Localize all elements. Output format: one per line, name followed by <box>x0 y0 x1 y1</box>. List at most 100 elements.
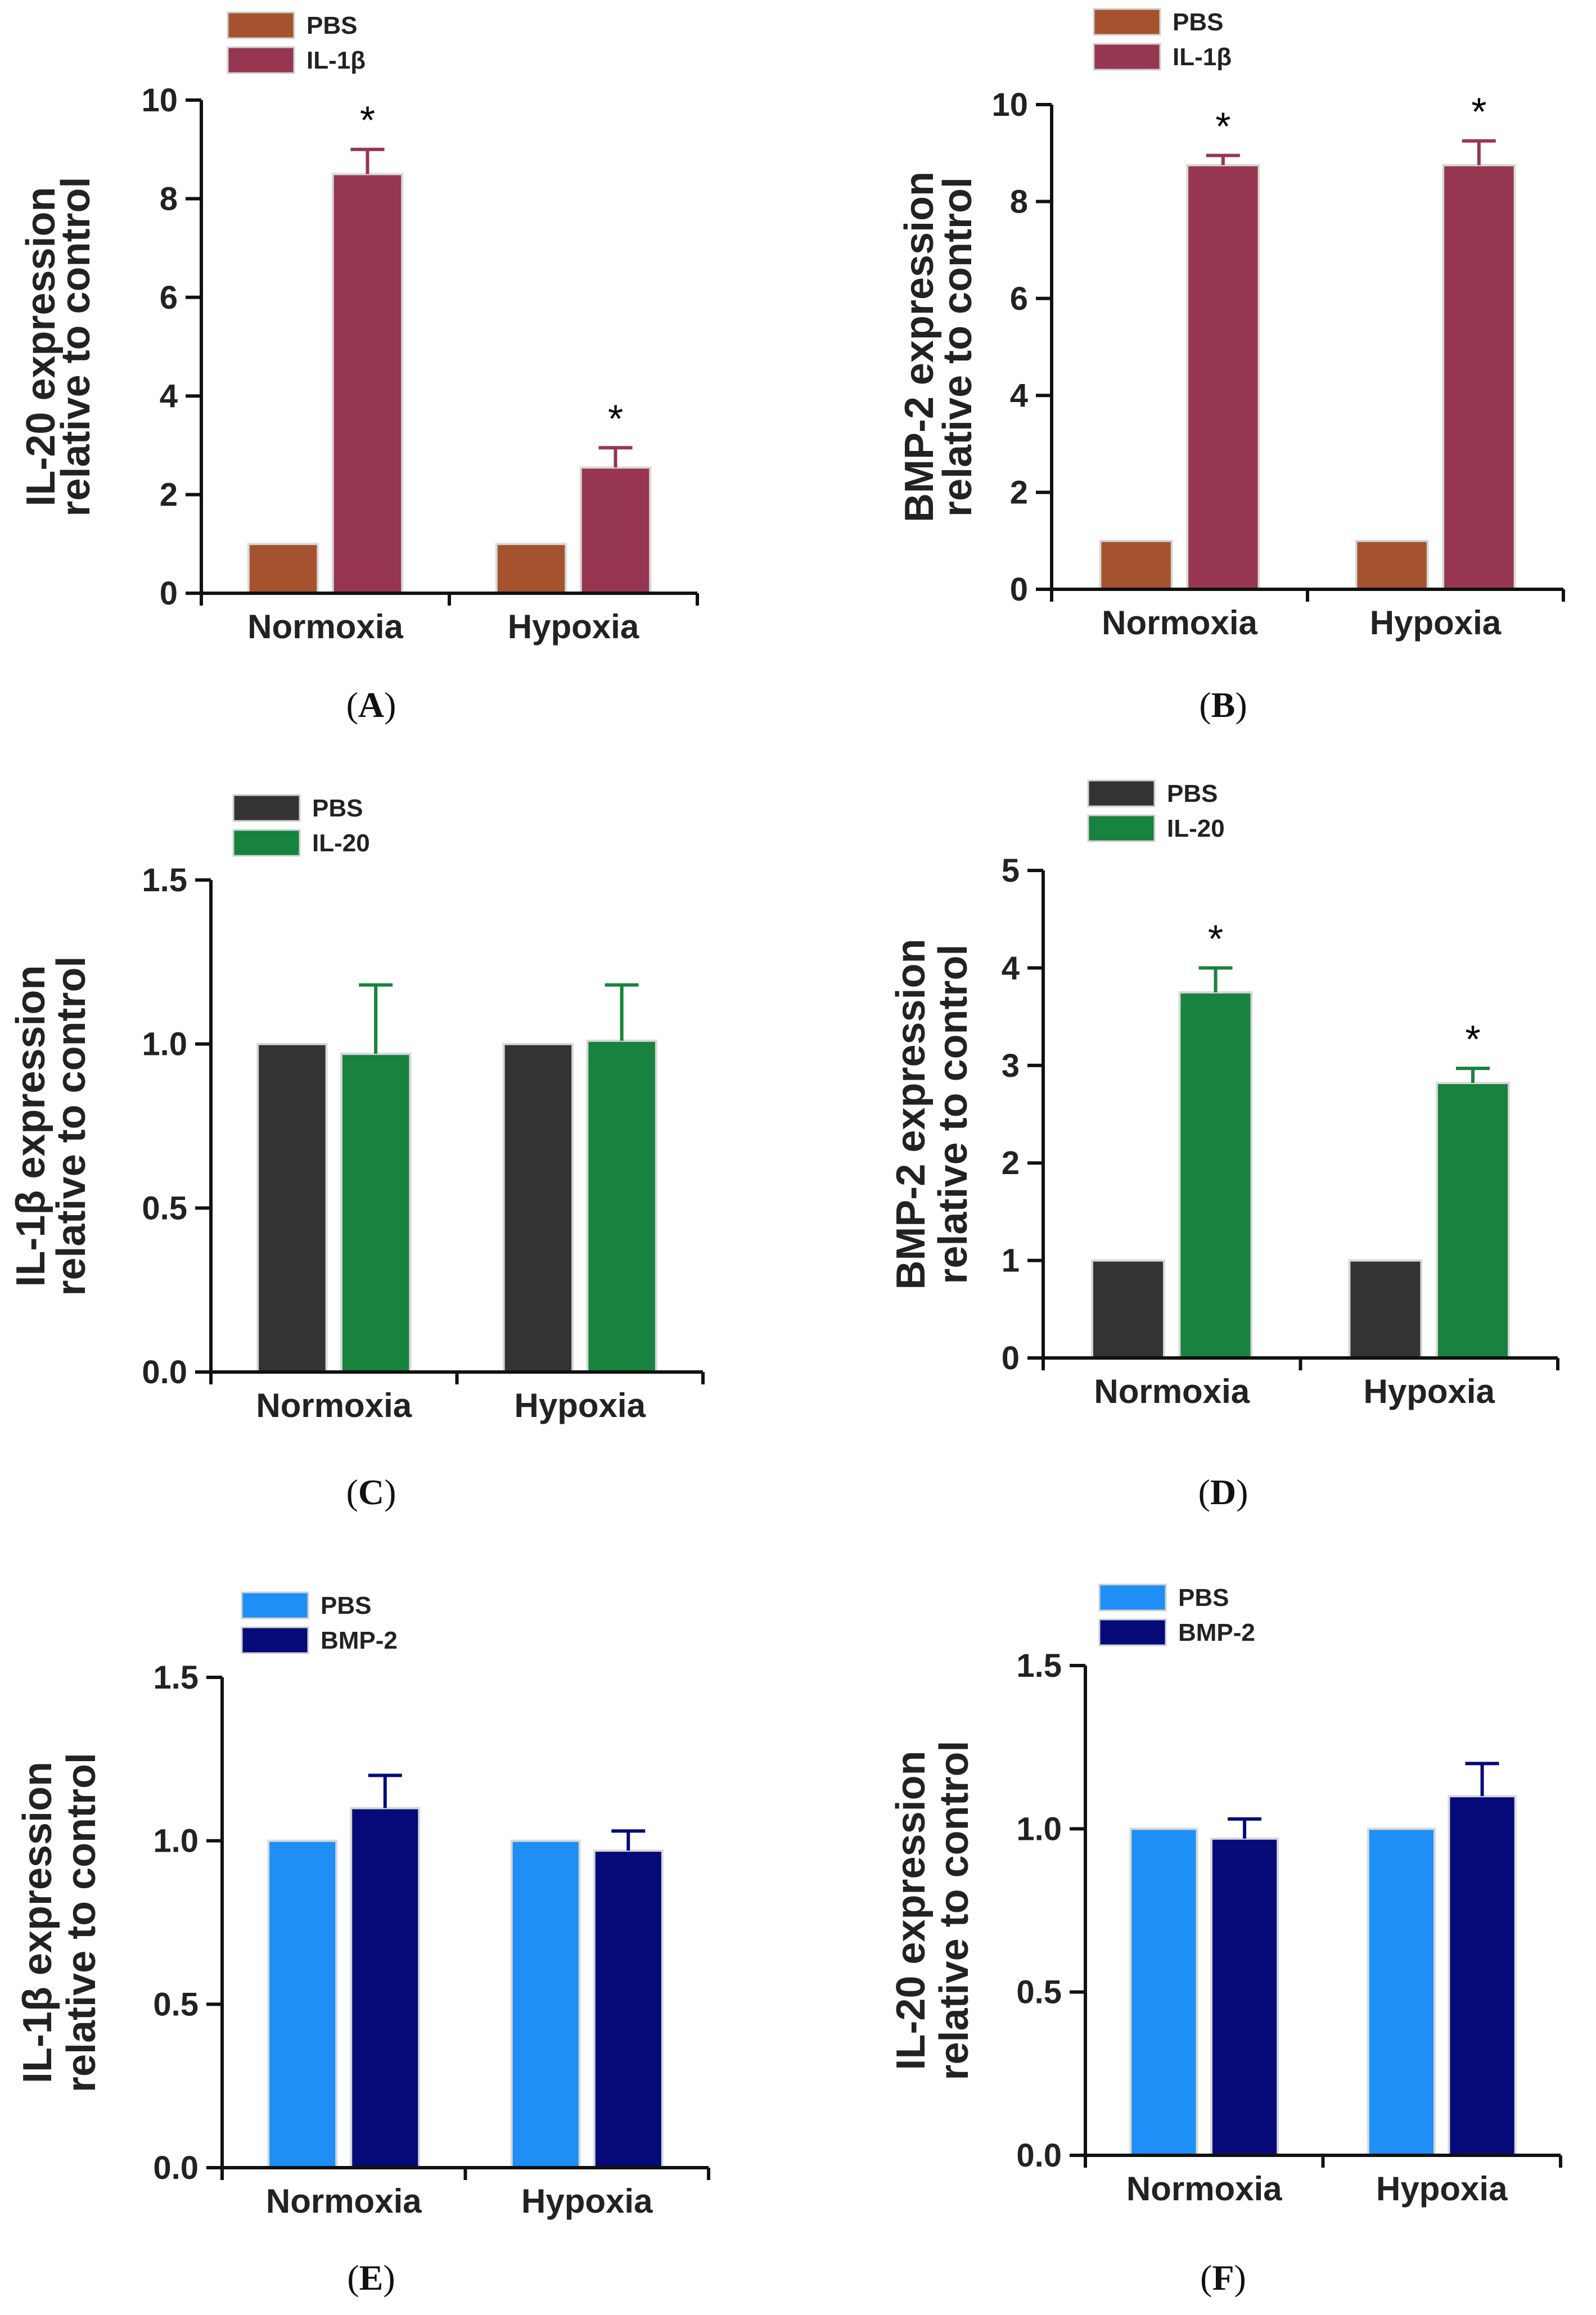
bar-normoxia-1 <box>340 1053 412 1373</box>
legend-label-0: PBS <box>306 12 357 39</box>
x-tick-label-hypoxia: Hypoxia <box>515 1387 646 1424</box>
y-axis-label-line-2: relative to control <box>932 1740 977 2080</box>
bar-normoxia-1 <box>1178 991 1253 1359</box>
y-tick-label: 0.5 <box>153 1986 199 2023</box>
bar-normoxia-0 <box>1099 539 1173 590</box>
y-tick-label: 2 <box>1002 1145 1020 1181</box>
legend-label-0: PBS <box>1167 780 1218 807</box>
legend-label-1: IL-20 <box>1167 815 1225 842</box>
y-axis-label-line-1: IL-1β expression <box>8 965 53 1287</box>
significance-asterisk: * <box>1215 105 1230 148</box>
x-tick-label-normoxia: Normoxia <box>247 608 403 646</box>
y-tick-label: 4 <box>1002 950 1020 986</box>
legend-label-1: BMP-2 <box>1178 1619 1255 1646</box>
y-tick-label: 8 <box>160 180 178 217</box>
x-tick-label-normoxia: Normoxia <box>1094 1373 1250 1410</box>
legend-swatch-1 <box>227 46 295 74</box>
panel-f: Normoxia Hypoxia 0.0 0.5 1.0 1.5 IL-20 express… <box>889 1583 1562 2298</box>
y-tick-label: 0.0 <box>1016 2137 1062 2174</box>
y-tick-label: 5 <box>1002 852 1020 889</box>
panel-label: (A) <box>346 685 396 725</box>
y-tick-label: 6 <box>1010 281 1028 317</box>
bar-normoxia-1 <box>1186 164 1260 590</box>
y-axis-label-line-2: relative to control <box>935 177 980 517</box>
legend-swatch-1 <box>232 829 301 857</box>
bar-normoxia-0 <box>247 543 319 594</box>
bar-normoxia-0 <box>267 1839 338 2169</box>
y-tick-label: 0 <box>1002 1340 1020 1377</box>
panel-c: Normoxia Hypoxia 0.0 0.5 1.0 1.5 IL-1β express… <box>8 794 705 1512</box>
y-axis-label-line-2: relative to control <box>59 1753 104 2092</box>
y-tick-label: 1.5 <box>153 1659 199 1696</box>
legend-label-0: PBS <box>1173 8 1223 36</box>
significance-asterisk: * <box>360 98 375 142</box>
y-tick-label: 6 <box>160 279 178 316</box>
significance-asterisk: * <box>1465 1017 1480 1061</box>
y-axis-label-line-2: relative to control <box>931 944 976 1284</box>
bar-hypoxia-0 <box>1367 1827 1436 2156</box>
bar-hypoxia-0 <box>495 543 567 594</box>
significance-asterisk: * <box>1471 90 1486 134</box>
y-tick-label: 3 <box>1002 1048 1020 1084</box>
y-axis-label-line-2: relative to control <box>49 956 94 1296</box>
y-axis-label-line-1: BMP-2 expression <box>889 938 934 1289</box>
panel-label: (C) <box>346 1472 396 1512</box>
x-tick-label-normoxia: Normoxia <box>266 2182 422 2220</box>
y-axis-label-line-1: BMP-2 expression <box>897 172 942 522</box>
legend-swatch-1 <box>1093 43 1161 71</box>
y-tick-label: 4 <box>160 378 178 414</box>
legend-swatch-1 <box>1087 814 1156 842</box>
legend-label-0: PBS <box>312 795 363 822</box>
bar-hypoxia-0 <box>1355 539 1429 590</box>
y-tick-label: 4 <box>1010 377 1028 414</box>
panel-label: (B) <box>1199 685 1247 725</box>
panel-label: (F) <box>1200 2258 1246 2298</box>
y-tick-label: 8 <box>1010 183 1028 220</box>
bar-hypoxia-0 <box>502 1043 574 1373</box>
y-axis-label-line-2: relative to control <box>53 177 98 516</box>
bar-hypoxia-1 <box>1435 1082 1511 1359</box>
panel-b: * Normoxia * Hypoxia 0 2 4 6 8 10 BMP-2 expression… <box>897 8 1565 725</box>
y-axis-label-line-1: IL-1β expression <box>15 1762 60 2083</box>
legend-label-1: IL-20 <box>312 829 370 857</box>
legend-swatch-1 <box>1098 1618 1167 1646</box>
y-axis-label-line-1: IL-20 expression <box>889 1750 934 2070</box>
bar-hypoxia-0 <box>510 1839 581 2169</box>
x-tick-label-hypoxia: Hypoxia <box>521 2182 653 2220</box>
legend-swatch-0 <box>232 794 301 822</box>
y-tick-label: 2 <box>160 477 178 513</box>
panel-d: * Normoxia * Hypoxia 0 1 2 3 4 5 BMP-2 expressionr… <box>889 779 1559 1512</box>
x-tick-label-hypoxia: Hypoxia <box>1376 2170 1508 2208</box>
x-tick-label-normoxia: Normoxia <box>256 1387 412 1424</box>
legend-label-0: PBS <box>321 1592 371 1619</box>
bar-normoxia-1 <box>350 1807 421 2169</box>
significance-asterisk: * <box>608 396 623 440</box>
y-tick-label: 0 <box>1010 571 1028 608</box>
x-tick-label-normoxia: Normoxia <box>1102 604 1257 642</box>
bar-hypoxia-1 <box>586 1039 657 1374</box>
bar-normoxia-0 <box>1090 1259 1166 1360</box>
panel-label: (D) <box>1198 1472 1248 1512</box>
legend-label-1: IL-1β <box>1173 43 1232 71</box>
y-tick-label: 0.0 <box>142 1354 187 1391</box>
y-tick-label: 1.0 <box>1016 1811 1062 1847</box>
bar-normoxia-1 <box>1210 1837 1279 2157</box>
y-tick-label: 0.5 <box>142 1190 187 1226</box>
y-tick-label: 10 <box>991 87 1028 123</box>
bar-normoxia-0 <box>256 1043 328 1373</box>
panel-e: Normoxia Hypoxia 0.0 0.5 1.0 1.5 IL-1β express… <box>15 1591 710 2298</box>
legend-swatch-1 <box>241 1626 309 1654</box>
y-tick-label: 10 <box>141 82 178 119</box>
legend-swatch-0 <box>227 11 295 39</box>
x-tick-label-hypoxia: Hypoxia <box>1364 1373 1495 1410</box>
legend-swatch-0 <box>241 1591 309 1619</box>
bar-hypoxia-1 <box>593 1849 664 2169</box>
x-tick-label-hypoxia: Hypoxia <box>508 608 639 646</box>
legend-swatch-0 <box>1098 1583 1167 1612</box>
panel-label: (E) <box>347 2258 395 2298</box>
y-tick-label: 1.0 <box>142 1026 187 1063</box>
y-tick-label: 1.0 <box>153 1823 199 1860</box>
y-tick-label: 1.5 <box>1016 1648 1062 1684</box>
significance-asterisk: * <box>1208 917 1223 960</box>
